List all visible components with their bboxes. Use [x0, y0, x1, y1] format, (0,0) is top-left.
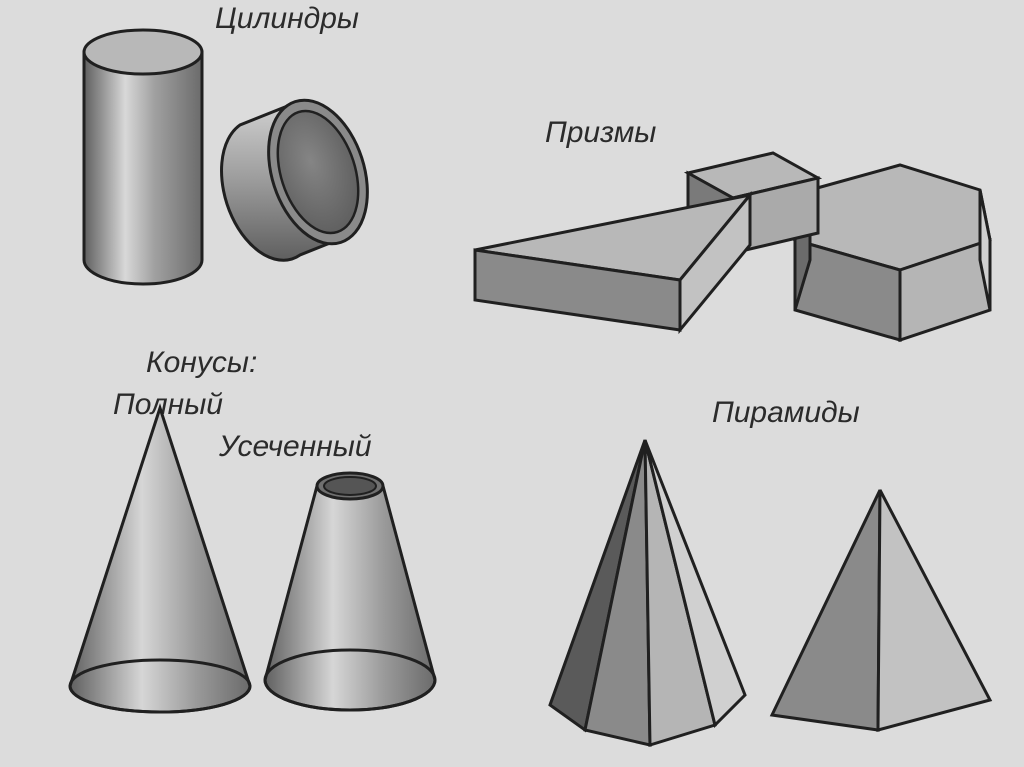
cone-truncated — [255, 458, 445, 718]
cylinder-short — [190, 90, 390, 290]
figure-page: Цилиндры Призмы Конусы: Полный Усеченный… — [0, 0, 1024, 767]
label-pyramids: Пирамиды — [712, 396, 860, 430]
label-prisms: Призмы — [545, 116, 656, 150]
label-cones-title: Конусы: — [146, 346, 257, 380]
pyramid-hexagonal — [530, 430, 760, 750]
cone-full — [60, 400, 260, 720]
cylinder-tall — [78, 28, 208, 288]
label-cylinders: Цилиндры — [215, 2, 359, 36]
pyramid-triangular — [760, 480, 1000, 740]
prism-triangular — [450, 180, 790, 340]
